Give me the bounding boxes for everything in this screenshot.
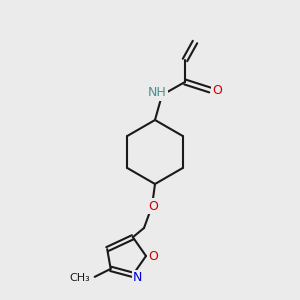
Text: N: N <box>133 271 142 284</box>
Text: CH₃: CH₃ <box>69 273 90 283</box>
Text: O: O <box>148 200 158 212</box>
Text: NH: NH <box>148 86 166 100</box>
Text: O: O <box>148 250 158 262</box>
Text: O: O <box>212 83 222 97</box>
